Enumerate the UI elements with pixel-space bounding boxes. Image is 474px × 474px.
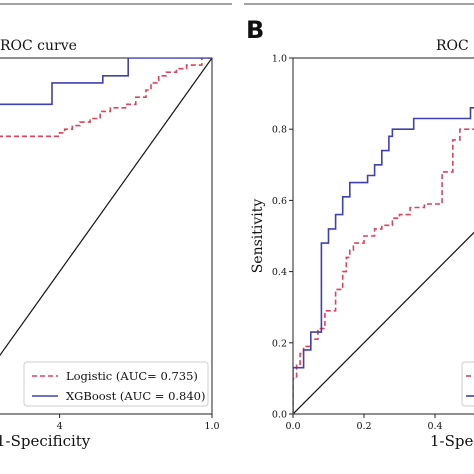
panel-b-ytick-label: 0.8 [272,125,287,136]
panel-a: ROC curve 4 1.0 1-Specificity Logistic (A… [0,3,232,450]
panel-b-label: B [246,16,264,44]
panel-a-legend: Logistic (AUC= 0.735) XGBoost (AUC = 0.8… [23,361,209,407]
panel-b-title: ROC [436,38,469,54]
panel-b-ytick-label: 0.6 [272,196,287,207]
panel-a-chance-line [0,58,212,357]
panel-b-xtick-label: 0.4 [427,421,442,432]
panel-a-plot-frame [0,57,213,415]
panel-b-ylabel: Sensitivity [250,199,266,274]
panel-b-plot-frame [292,57,474,415]
panel-a-xtick-label: 4 [57,421,63,432]
panel-b-chance-line [293,231,474,414]
legend-logistic-label: Logistic (AUC= 0.735) [66,369,198,383]
panel-b-xtick-label: 0.2 [356,421,371,432]
panel-b-legend-box [461,361,474,407]
panel-b-ytick-label: 0.4 [272,267,287,278]
panel-b: B ROC 0.0 0.2 0.4 0.6 0.8 1.0 0.0 0.2 0.4 Sensi… [244,3,474,450]
legend-xgboost-label: XGBoost (AUC = 0.840) [66,389,206,403]
panel-b-ytick-label: 0.2 [272,338,287,349]
panel-a-xtick-label: 1.0 [204,421,219,432]
panel-b-ytick-label: 1.0 [272,54,287,65]
panel-b-ytick-label: 0.0 [272,410,287,421]
panel-a-legend-box [23,361,209,407]
panel-a-xlabel: 1-Specificity [0,432,91,450]
panel-b-xlabel: 1-Specif [430,432,474,450]
panel-b-roc-logistic-line [293,128,474,414]
panel-a-roc-xgboost-line [0,58,212,106]
panel-b-xtick-label: 0.0 [285,421,300,432]
panel-a-title: ROC curve [0,38,77,54]
panel-a-roc-logistic-line [0,58,212,138]
panel-b-legend [461,361,474,407]
panel-b-roc-xgboost-line [293,107,474,414]
